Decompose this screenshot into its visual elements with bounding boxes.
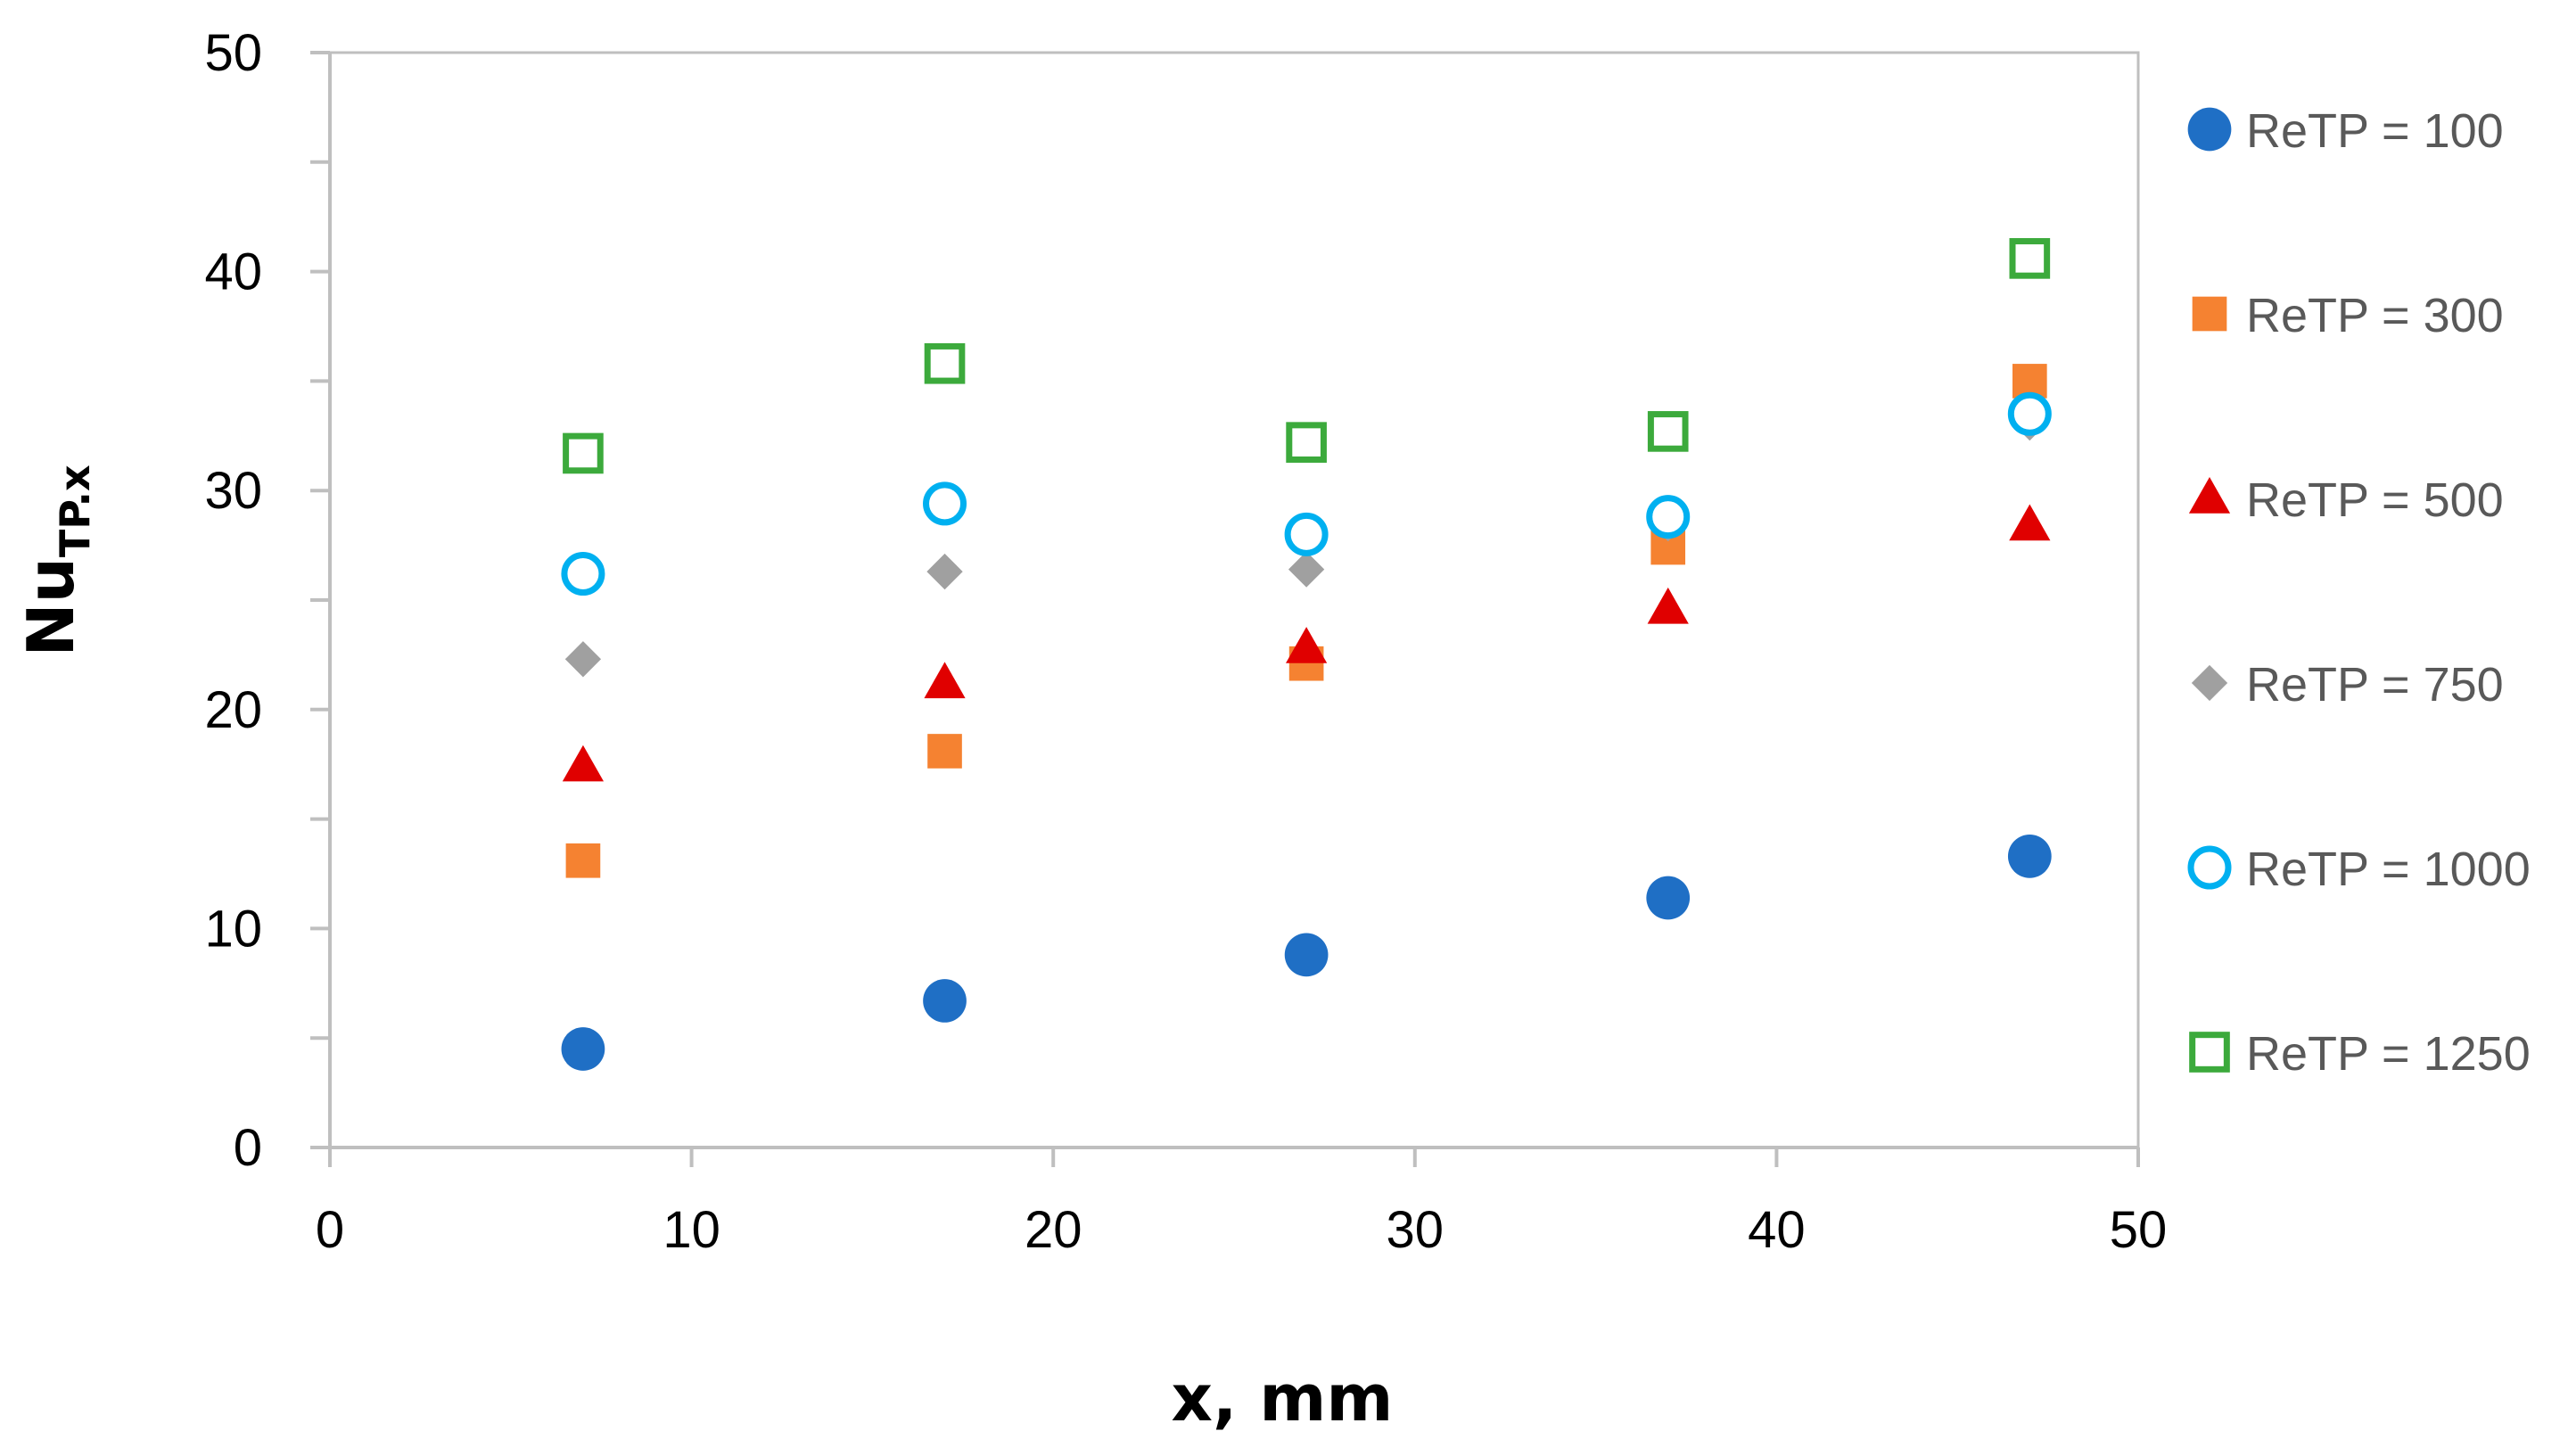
x-tick-label: 10 bbox=[663, 1201, 720, 1259]
data-point bbox=[563, 432, 604, 474]
data-point bbox=[1646, 495, 1691, 539]
data-point bbox=[2009, 238, 2051, 279]
data-point bbox=[1284, 512, 1329, 556]
legend-item-5: ReTP = 1250 bbox=[2189, 1027, 2531, 1081]
legend-label: ReTP = 100 bbox=[2246, 104, 2504, 158]
y-axis-title: NuTP.x bbox=[13, 465, 99, 656]
legend-marker bbox=[2187, 845, 2232, 890]
y-tick-label: 30 bbox=[204, 462, 262, 520]
legend: ReTP = 100 ReTP = 300 ReTP = 500 ReTP = 750… bbox=[2187, 104, 2531, 1081]
legend-label: ReTP = 750 bbox=[2246, 658, 2504, 712]
data-point bbox=[1286, 627, 1328, 663]
data-point bbox=[564, 641, 602, 678]
axes bbox=[310, 51, 2140, 1167]
data-point bbox=[924, 662, 966, 699]
x-tick-label: 0 bbox=[316, 1201, 344, 1259]
data-point bbox=[1288, 551, 1325, 588]
y-tick-label: 40 bbox=[204, 243, 262, 301]
series-0 bbox=[561, 834, 2052, 1071]
data-point bbox=[1646, 876, 1691, 920]
legend-marker bbox=[2188, 477, 2231, 514]
legend-label: ReTP = 1250 bbox=[2246, 1027, 2531, 1081]
y-tick-label: 0 bbox=[234, 1119, 262, 1177]
series-5 bbox=[563, 238, 2051, 474]
y-axis-title-main: Nu bbox=[13, 557, 88, 657]
y-tick-label: 20 bbox=[204, 681, 262, 739]
x-tick-label: 30 bbox=[1387, 1201, 1444, 1259]
legend-item-4: ReTP = 1000 bbox=[2187, 843, 2531, 896]
legend-item-2: ReTP = 500 bbox=[2188, 473, 2504, 527]
legend-label: ReTP = 1000 bbox=[2246, 843, 2531, 896]
data-points bbox=[561, 238, 2052, 1071]
x-tick-label: 40 bbox=[1748, 1201, 1806, 1259]
data-point bbox=[2007, 391, 2052, 436]
legend-item-3: ReTP = 750 bbox=[2191, 658, 2504, 712]
legend-item-1: ReTP = 300 bbox=[2192, 289, 2504, 342]
data-point bbox=[1284, 933, 1329, 977]
data-point bbox=[565, 843, 601, 878]
y-tick-label: 50 bbox=[204, 24, 262, 82]
data-point bbox=[562, 744, 605, 782]
series-2 bbox=[562, 504, 2051, 782]
y-axis-title-subscript: TP.x bbox=[51, 465, 99, 557]
data-point bbox=[2007, 834, 2052, 878]
x-axis-title: x, mm bbox=[1172, 1361, 1394, 1435]
data-point bbox=[561, 552, 605, 596]
legend-marker bbox=[2189, 1032, 2230, 1073]
legend-item-0: ReTP = 100 bbox=[2187, 104, 2504, 158]
legend-marker bbox=[2192, 296, 2227, 332]
data-point bbox=[924, 342, 966, 384]
y-tick-label: 10 bbox=[204, 900, 262, 958]
data-point bbox=[1647, 587, 1689, 624]
legend-marker bbox=[2191, 664, 2228, 702]
data-point bbox=[1647, 411, 1689, 452]
data-point bbox=[2009, 504, 2051, 541]
data-point bbox=[927, 734, 962, 769]
data-point bbox=[1286, 422, 1327, 463]
data-point bbox=[926, 553, 963, 590]
series-4 bbox=[561, 391, 2052, 596]
data-point bbox=[561, 1027, 605, 1071]
legend-marker bbox=[2187, 107, 2232, 152]
x-tick-label: 50 bbox=[2110, 1201, 2168, 1259]
data-point bbox=[923, 481, 967, 526]
x-tick-label: 20 bbox=[1025, 1201, 1082, 1259]
tick-labels: 0 10 20 30 40 50 0 10 20 30 40 50 bbox=[204, 24, 2167, 1259]
legend-label: ReTP = 300 bbox=[2246, 289, 2504, 342]
legend-label: ReTP = 500 bbox=[2246, 473, 2504, 527]
plot-area-border bbox=[328, 51, 2140, 1149]
data-point bbox=[923, 979, 967, 1023]
